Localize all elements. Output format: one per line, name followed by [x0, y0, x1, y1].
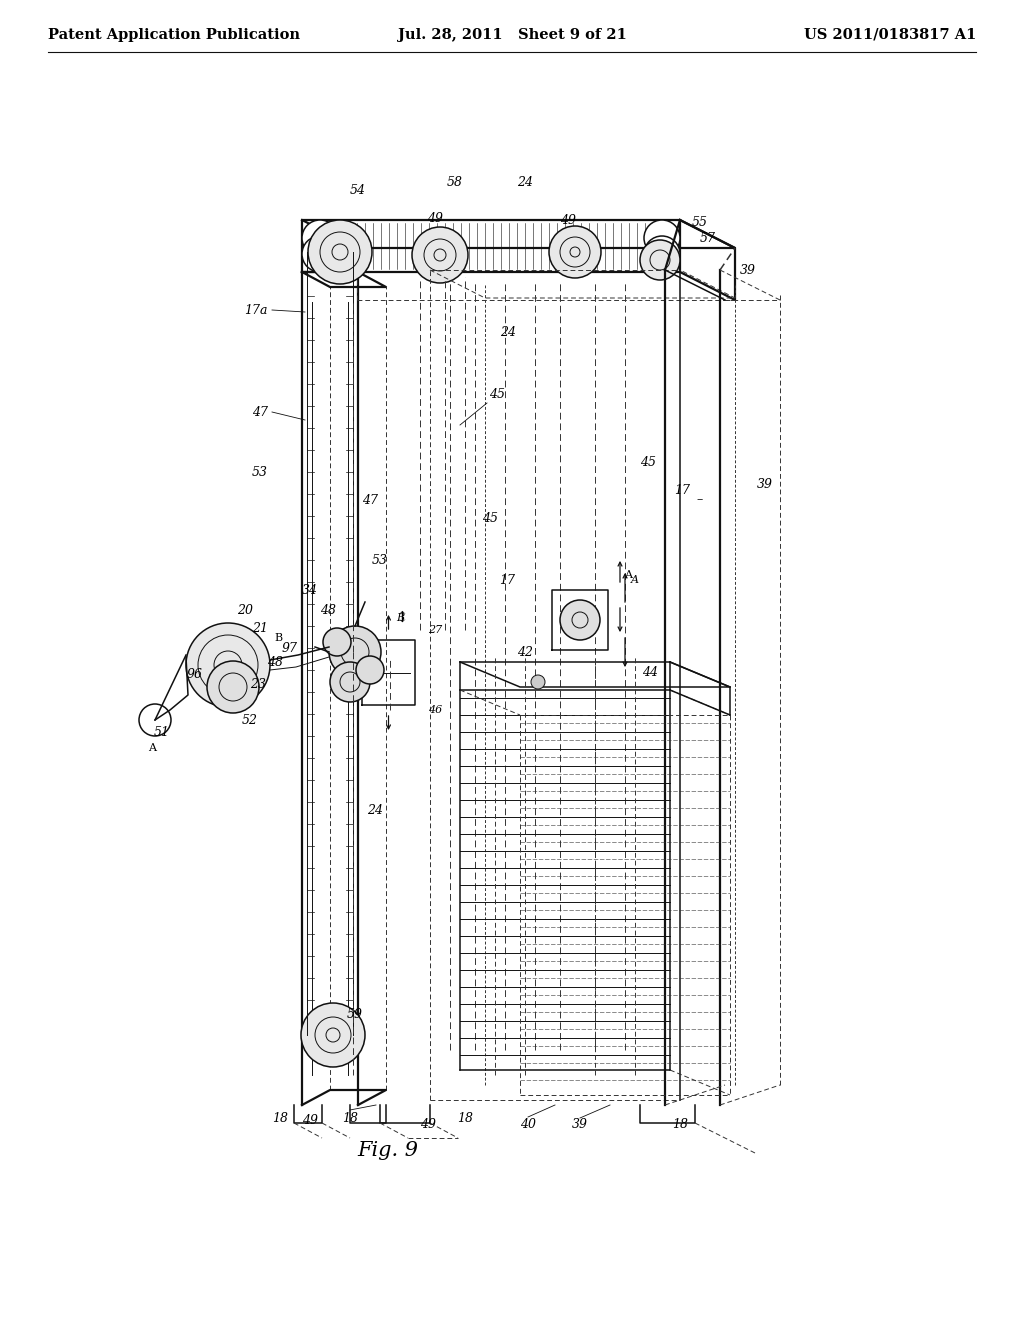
Text: 40: 40: [520, 1118, 536, 1131]
Text: Fig. 9: Fig. 9: [357, 1140, 419, 1159]
Text: 39: 39: [740, 264, 756, 276]
Text: 47: 47: [362, 494, 378, 507]
Text: 58: 58: [447, 176, 463, 189]
Text: 39: 39: [572, 1118, 588, 1131]
Circle shape: [549, 226, 601, 279]
Text: 18: 18: [672, 1118, 688, 1130]
Text: 55: 55: [692, 215, 708, 228]
Circle shape: [330, 663, 370, 702]
Text: 27: 27: [428, 624, 442, 635]
Circle shape: [640, 240, 680, 280]
Text: ↕: ↕: [395, 611, 409, 624]
Text: 21: 21: [252, 622, 268, 635]
Text: US 2011/0183817 A1: US 2011/0183817 A1: [804, 28, 976, 42]
Circle shape: [302, 220, 338, 256]
Circle shape: [356, 656, 384, 684]
Text: 18: 18: [272, 1111, 288, 1125]
Text: 54: 54: [350, 183, 366, 197]
Text: 39: 39: [757, 479, 773, 491]
Text: 45: 45: [640, 455, 656, 469]
Text: 17: 17: [674, 483, 690, 496]
Circle shape: [323, 628, 351, 656]
Text: 18: 18: [342, 1111, 358, 1125]
Text: 49: 49: [427, 211, 443, 224]
Text: –: –: [697, 494, 703, 507]
Circle shape: [207, 661, 259, 713]
Text: 53: 53: [252, 466, 268, 479]
Circle shape: [644, 220, 680, 256]
Text: 42: 42: [517, 645, 534, 659]
Text: 53: 53: [372, 553, 388, 566]
Circle shape: [302, 236, 338, 272]
Text: Jul. 28, 2011   Sheet 9 of 21: Jul. 28, 2011 Sheet 9 of 21: [397, 28, 627, 42]
Text: 23: 23: [250, 678, 266, 692]
Text: 49: 49: [420, 1118, 436, 1131]
Text: 52: 52: [242, 714, 258, 726]
Text: A: A: [624, 570, 632, 579]
Text: 46: 46: [428, 705, 442, 715]
Text: 44: 44: [642, 665, 658, 678]
Text: Patent Application Publication: Patent Application Publication: [48, 28, 300, 42]
Text: 45: 45: [482, 511, 498, 524]
Text: 24: 24: [500, 326, 516, 338]
Text: 45: 45: [489, 388, 505, 401]
Text: 20: 20: [237, 603, 253, 616]
Text: 34: 34: [302, 583, 318, 597]
Text: 51: 51: [154, 726, 170, 738]
Text: 18: 18: [457, 1111, 473, 1125]
Text: 24: 24: [367, 804, 383, 817]
Text: 17a: 17a: [245, 304, 268, 317]
Text: 48: 48: [267, 656, 283, 668]
Text: 57: 57: [700, 231, 716, 244]
Circle shape: [531, 675, 545, 689]
Text: 59: 59: [347, 1008, 362, 1022]
Circle shape: [412, 227, 468, 282]
Text: 47: 47: [252, 405, 268, 418]
Text: 49: 49: [560, 214, 575, 227]
Text: A: A: [631, 576, 639, 585]
Circle shape: [186, 623, 270, 708]
Circle shape: [644, 236, 680, 272]
Text: A: A: [148, 743, 156, 752]
Text: 24: 24: [517, 176, 534, 189]
Text: 17: 17: [499, 573, 515, 586]
Circle shape: [329, 626, 381, 678]
Text: 49: 49: [302, 1114, 318, 1126]
Circle shape: [308, 220, 372, 284]
Circle shape: [301, 1003, 365, 1067]
Text: 97: 97: [282, 642, 298, 655]
Circle shape: [560, 601, 600, 640]
Text: 96: 96: [187, 668, 203, 681]
Text: B: B: [274, 634, 282, 643]
Text: 48: 48: [319, 603, 336, 616]
Text: B: B: [396, 612, 404, 623]
